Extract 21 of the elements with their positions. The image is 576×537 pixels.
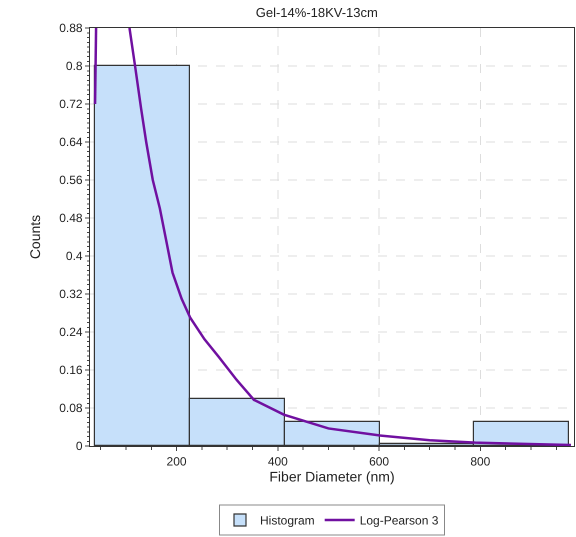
legend-label: Histogram <box>260 514 315 528</box>
y-tick-label: 0.16 <box>59 363 83 378</box>
x-axis-title: Fiber Diameter (nm) <box>269 468 395 484</box>
x-tick-label: 600 <box>369 454 390 468</box>
y-tick-label: 0.24 <box>59 325 83 340</box>
y-tick-label: 0.8 <box>66 59 83 74</box>
y-tick-label: 0.08 <box>59 401 83 416</box>
x-tick-label: 200 <box>166 454 187 468</box>
x-tick-label: 400 <box>268 454 288 468</box>
legend-label: Log-Pearson 3 <box>360 514 439 528</box>
y-tick-label: 0.64 <box>59 135 83 150</box>
y-tick-label: 0.72 <box>59 97 83 112</box>
y-tick-label: 0.48 <box>59 211 83 226</box>
y-tick-label: 0 <box>76 439 83 454</box>
y-tick-label: 0.32 <box>59 287 83 302</box>
y-tick-label: 0.88 <box>59 21 83 36</box>
chart-title: Gel-14%-18KV-13cm <box>256 5 378 20</box>
y-tick-label: 0.4 <box>66 249 83 264</box>
x-tick-label: 800 <box>470 454 491 468</box>
y-tick-label: 0.56 <box>59 173 83 188</box>
y-axis-title: Counts <box>26 214 43 260</box>
